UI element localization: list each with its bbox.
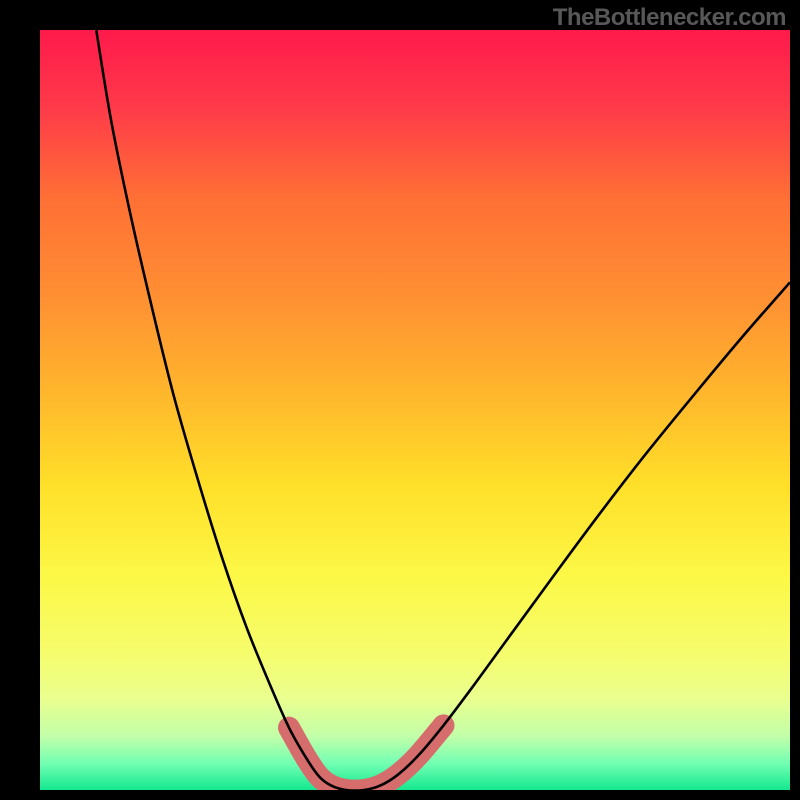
chart-stage: TheBottlenecker.com	[0, 0, 800, 800]
chart-svg	[0, 0, 800, 800]
plot-gradient	[40, 30, 790, 790]
watermark-text: TheBottlenecker.com	[553, 4, 786, 32]
